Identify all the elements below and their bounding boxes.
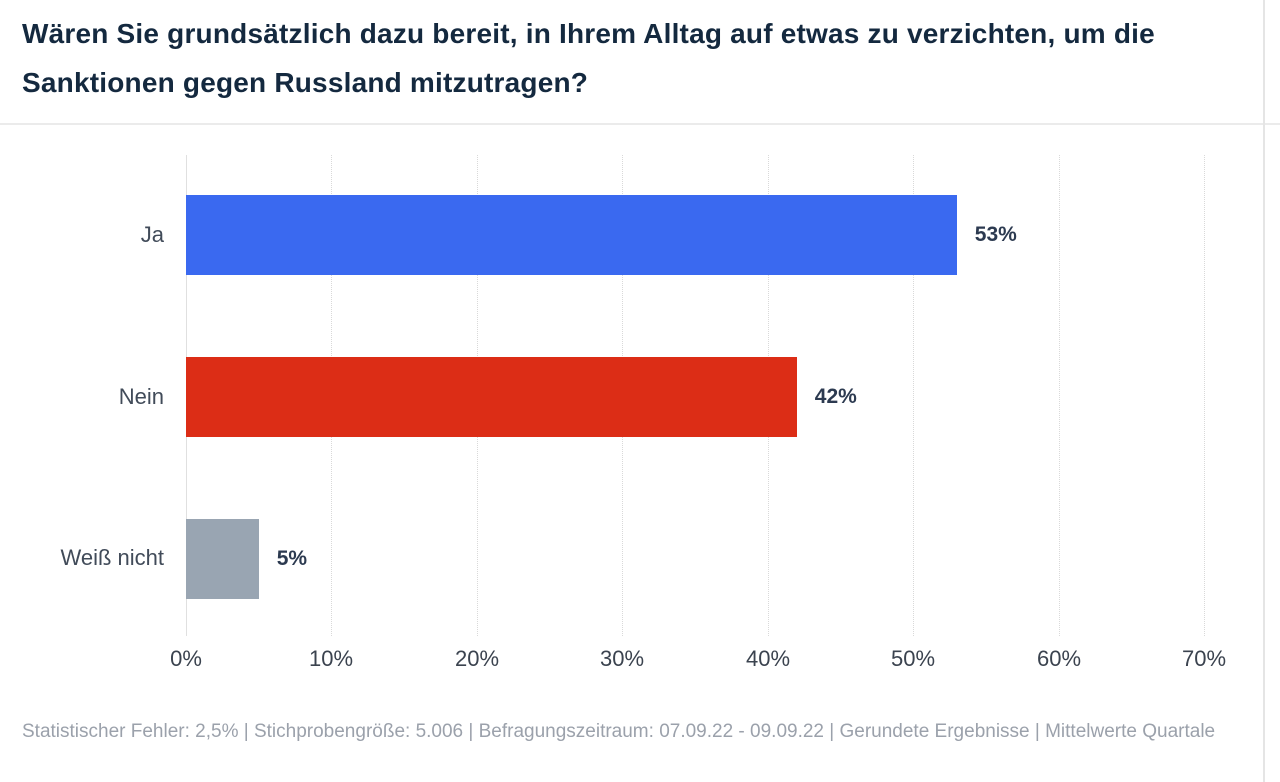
- bar-weiss-nicht: [186, 519, 259, 599]
- tick-label-0: 0%: [170, 646, 202, 671]
- x-axis-tick-labels: 0% 10% 20% 30% 40% 50% 60% 70%: [170, 644, 1226, 674]
- bar-ja: [186, 195, 957, 275]
- gridline-50pct: [913, 155, 914, 636]
- category-label-ja: Ja: [140, 222, 164, 247]
- category-label-nein: Nein: [118, 384, 164, 409]
- bar-nein: [186, 357, 797, 437]
- gridline-70pct: [1204, 155, 1205, 636]
- tick-label-70: 70%: [1181, 646, 1227, 671]
- tick-label-20: 20%: [454, 646, 500, 671]
- category-label-weiss-nicht: Weiß nicht: [60, 545, 164, 570]
- survey-disclaimer: Statistischer Fehler: 2,5% | Stichproben…: [22, 721, 1216, 742]
- value-label-nein: 42%: [814, 385, 857, 408]
- tick-label-50: 50%: [890, 646, 936, 671]
- tick-label-30: 30%: [599, 646, 645, 671]
- tick-label-60: 60%: [1036, 646, 1082, 671]
- bar-chart-plot-area: 53% 42% 5%: [186, 155, 1205, 636]
- tick-label-10: 10%: [308, 646, 354, 671]
- value-label-ja: 53%: [974, 223, 1017, 246]
- tick-label-40: 40%: [745, 646, 791, 671]
- title-divider: [0, 123, 1280, 125]
- page-title: Wären Sie grundsätzlich dazu bereit, in …: [22, 18, 1155, 98]
- page-right-border: [1263, 0, 1265, 782]
- gridline-60pct: [1059, 155, 1060, 636]
- value-label-weiss-nicht: 5%: [276, 547, 308, 570]
